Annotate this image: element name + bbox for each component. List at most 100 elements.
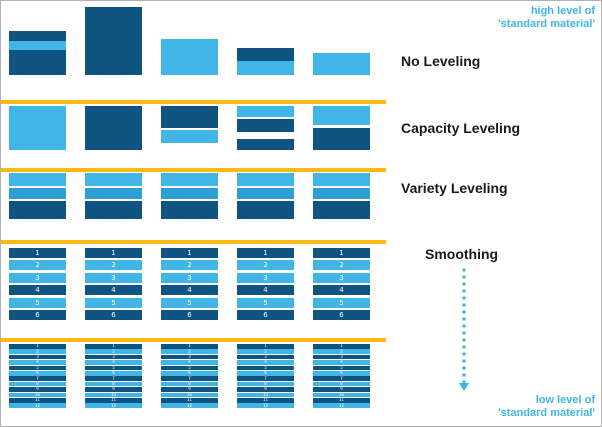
fine-smoothing-bar-segment: 5 <box>85 365 142 371</box>
smoothing-bar-segment: 6 <box>313 310 370 320</box>
fine-smoothing-bar-segment: 5 <box>161 365 218 371</box>
smoothing-bar-segment: 4 <box>237 285 294 295</box>
smoothing-bar-segment: 4 <box>161 285 218 295</box>
smoothing-bar-segment: 3 <box>237 273 294 283</box>
smoothing-bar-segment: 5 <box>161 298 218 308</box>
fine-smoothing-bar-segment: 12 <box>161 403 218 408</box>
fine-smoothing-bar-segment: 8 <box>313 381 370 387</box>
variety-leveling-bar-segment <box>313 188 370 199</box>
smoothing-bar-segment: 5 <box>237 298 294 308</box>
fine-smoothing-bar-segment: 10 <box>237 392 294 398</box>
variety-leveling-bar-segment <box>85 173 142 186</box>
fine-smoothing-bar-segment: 12 <box>85 403 142 408</box>
no-leveling-bar-segment <box>237 61 294 75</box>
fine-smoothing-bar-segment: 7 <box>161 376 218 381</box>
fine-smoothing-bar-segment: 9 <box>313 387 370 392</box>
fine-smoothing-bar-segment: 8 <box>237 381 294 387</box>
fine-smoothing-bar-segment: 9 <box>9 387 66 392</box>
fine-smoothing-bar-segment: 6 <box>9 371 66 376</box>
fine-smoothing-bar-segment: 8 <box>85 381 142 387</box>
fine-smoothing-bar-segment: 2 <box>237 349 294 354</box>
variety-leveling-bar-segment <box>85 201 142 219</box>
no-leveling-bar-segment <box>237 48 294 61</box>
fine-smoothing-bar-segment: 5 <box>313 365 370 371</box>
capacity-line <box>1 100 386 104</box>
fine-smoothing-bar-segment: 12 <box>313 403 370 408</box>
fine-smoothing-bar-segment: 6 <box>85 371 142 376</box>
fine-smoothing-bar-segment: 7 <box>85 376 142 381</box>
fine-smoothing-bar-segment: 9 <box>237 387 294 392</box>
low-note-line2: 'standard material' <box>498 407 595 419</box>
no-leveling-bar-segment <box>85 7 142 75</box>
fine-smoothing-bar-segment: 4 <box>85 360 142 365</box>
row-label-capacity-leveling: Capacity Leveling <box>401 120 521 136</box>
fine-smoothing-bar-segment: 6 <box>161 371 218 376</box>
no-leveling-bar-segment <box>9 50 66 75</box>
smoothing-bar-segment: 6 <box>9 310 66 320</box>
fine-smoothing-bar-segment: 5 <box>9 365 66 371</box>
capacity-leveling-bar-segment <box>85 106 142 150</box>
smoothing-bar-segment: 4 <box>9 285 66 295</box>
variety-leveling-bar-segment <box>9 188 66 199</box>
smoothing-bar-segment: 5 <box>313 298 370 308</box>
down-arrow-head <box>459 383 469 391</box>
fine-smoothing-bar-segment: 10 <box>85 392 142 398</box>
capacity-leveling-bar-segment <box>237 106 294 117</box>
fine-smoothing-bar-segment: 1 <box>161 344 218 349</box>
fine-smoothing-bar-segment: 8 <box>9 381 66 387</box>
smoothing-bar-segment: 6 <box>161 310 218 320</box>
smoothing-bar-segment: 4 <box>85 285 142 295</box>
fine-smoothing-bar-segment: 4 <box>313 360 370 365</box>
fine-smoothing-bar-segment: 8 <box>161 381 218 387</box>
fine-smoothing-bar-segment: 5 <box>237 365 294 371</box>
fine-smoothing-bar-segment: 9 <box>85 387 142 392</box>
smoothing-bar-segment: 1 <box>313 248 370 258</box>
smoothing-bar-segment: 1 <box>9 248 66 258</box>
variety-leveling-bar-segment <box>237 173 294 186</box>
variety-leveling-bar-segment <box>161 188 218 199</box>
variety-leveling-bar-segment <box>9 173 66 186</box>
fine-smoothing-bar-segment: 12 <box>237 403 294 408</box>
fine-smoothing-bar-segment: 2 <box>9 349 66 354</box>
fine-smoothing-bar-segment: 4 <box>161 360 218 365</box>
down-arrow <box>459 267 469 391</box>
fine-smoothing-bar-segment: 11 <box>161 398 218 403</box>
fine-smoothing-bar-segment: 11 <box>237 398 294 403</box>
capacity-leveling-bar-segment <box>237 139 294 150</box>
smoothing-bar-segment: 3 <box>85 273 142 283</box>
variety-leveling-bar-segment <box>237 188 294 199</box>
capacity-leveling-bar-segment <box>313 128 370 150</box>
no-leveling-bar-segment <box>9 31 66 41</box>
capacity-leveling-bar-segment <box>9 106 66 150</box>
variety-leveling-bar-segment <box>161 173 218 186</box>
capacity-line <box>1 338 386 342</box>
fine-smoothing-bar-segment: 4 <box>237 360 294 365</box>
fine-smoothing-bar-segment: 6 <box>237 371 294 376</box>
fine-smoothing-bar-segment: 1 <box>313 344 370 349</box>
variety-leveling-bar-segment <box>9 201 66 219</box>
fine-smoothing-bar-segment: 1 <box>237 344 294 349</box>
variety-leveling-bar-segment <box>161 201 218 219</box>
smoothing-bar-segment: 2 <box>161 260 218 270</box>
smoothing-bar-segment: 2 <box>313 260 370 270</box>
variety-leveling-bar-segment <box>237 201 294 219</box>
smoothing-bar-segment: 2 <box>237 260 294 270</box>
fine-smoothing-bar-segment: 4 <box>9 360 66 365</box>
smoothing-bar-segment: 4 <box>313 285 370 295</box>
capacity-line <box>1 240 386 244</box>
smoothing-bar-segment: 6 <box>85 310 142 320</box>
fine-smoothing-bar-segment: 3 <box>313 354 370 360</box>
down-arrow-line <box>462 267 466 383</box>
variety-leveling-bar-segment <box>313 201 370 219</box>
fine-smoothing-bar-segment: 10 <box>9 392 66 398</box>
smoothing-bar-segment: 1 <box>161 248 218 258</box>
no-leveling-bar-segment <box>161 39 218 75</box>
smoothing-bar-segment: 5 <box>9 298 66 308</box>
variety-leveling-bar-segment <box>85 188 142 199</box>
fine-smoothing-bar-segment: 3 <box>161 354 218 360</box>
capacity-line <box>1 168 386 172</box>
row-label-variety-leveling: Variety Leveling <box>401 180 508 196</box>
fine-smoothing-bar-segment: 7 <box>9 376 66 381</box>
smoothing-bar-segment: 3 <box>313 273 370 283</box>
fine-smoothing-bar-segment: 9 <box>161 387 218 392</box>
